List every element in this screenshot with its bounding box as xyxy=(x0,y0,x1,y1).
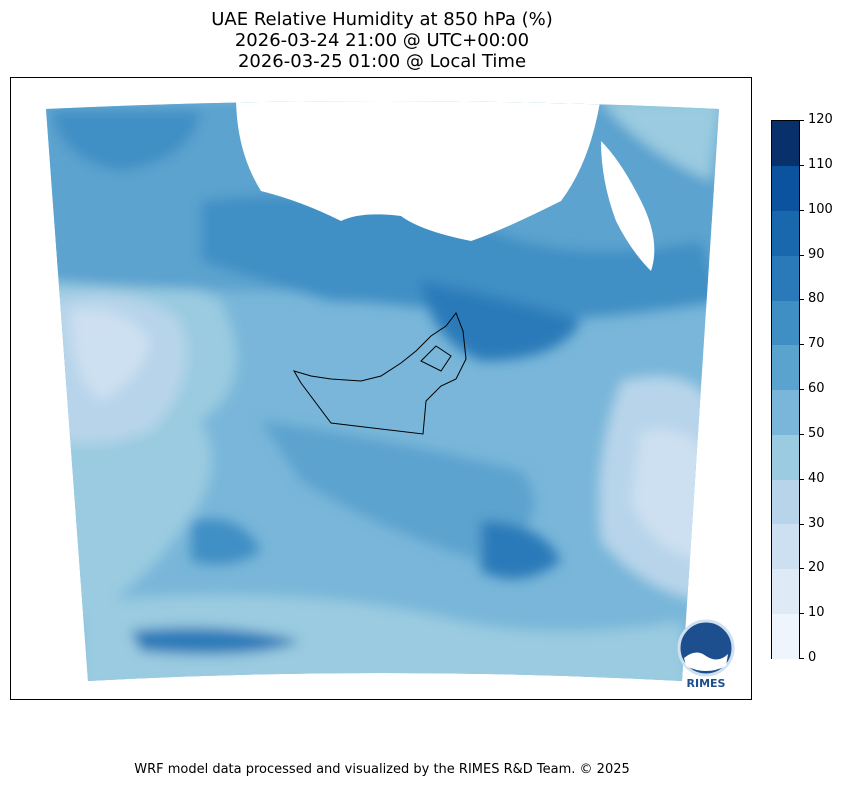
colorbar-bin-50-60 xyxy=(772,389,799,435)
colorbar-tick-mark xyxy=(800,433,804,435)
colorbar-tick-mark xyxy=(800,523,804,525)
colorbar-tick-label: 40 xyxy=(808,470,825,486)
colorbar xyxy=(771,120,800,659)
missing-data-region xyxy=(601,141,655,271)
colorbar-bin-0-10 xyxy=(772,613,799,659)
colorbar-tick-mark xyxy=(800,344,804,346)
colorbar-tick-mark xyxy=(800,209,804,211)
colorbar-tick-mark xyxy=(800,568,804,570)
colorbar-tick-label: 120 xyxy=(808,112,833,127)
footer-credit: WRF model data processed and visualized … xyxy=(134,762,630,777)
map-title: UAE Relative Humidity at 850 hPa (%) xyxy=(211,9,553,30)
colorbar-tick-mark xyxy=(800,658,804,659)
colorbar-bin-20-30 xyxy=(772,523,799,569)
colorbar-tick-mark xyxy=(800,478,804,480)
colorbar-tick-mark xyxy=(800,254,804,256)
colorbar-tick-label: 0 xyxy=(808,650,817,665)
colorbar-tick-label: 90 xyxy=(808,246,825,262)
logo-text: RIMES xyxy=(687,677,726,690)
colorbar-bin-10-20 xyxy=(772,568,799,614)
missing-data-region xyxy=(236,101,601,241)
local-time: 2026-03-25 01:00 @ Local Time xyxy=(237,51,527,72)
humidity-map xyxy=(46,101,719,681)
colorbar-bin-90-100 xyxy=(772,210,799,256)
colorbar-tick-label: 70 xyxy=(808,336,825,352)
colorbar-tick-label: 20 xyxy=(808,560,825,576)
colorbar-tick-label: 10 xyxy=(808,605,825,621)
utc-time: 2026-03-24 21:00 @ UTC+00:00 xyxy=(234,30,530,51)
colorbar-tick-label: 110 xyxy=(808,156,833,172)
rimes-logo: RIMES xyxy=(677,619,735,690)
colorbar-tick-mark xyxy=(800,389,804,390)
colorbar-bin-100-110 xyxy=(772,165,799,211)
colorbar-bin-80-90 xyxy=(772,255,799,301)
colorbar-bin-60-70 xyxy=(772,344,799,390)
colorbar-tick-mark xyxy=(800,164,804,166)
colorbar-bin-70-80 xyxy=(772,300,799,346)
colorbar-bin-110-120 xyxy=(772,121,799,167)
colorbar-tick-mark xyxy=(800,299,804,301)
colorbar-tick-mark xyxy=(800,120,804,121)
map-frame xyxy=(10,77,752,700)
colorbar-tick-label: 60 xyxy=(808,381,825,396)
colorbar-tick-label: 50 xyxy=(808,425,825,441)
colorbar-tick-label: 30 xyxy=(808,515,825,531)
colorbar-tick-mark xyxy=(800,613,804,615)
colorbar-bin-30-40 xyxy=(772,479,799,525)
uae-border xyxy=(292,311,467,435)
colorbar-tick-label: 100 xyxy=(808,201,833,217)
colorbar-bin-40-50 xyxy=(772,434,799,480)
colorbar-tick-label: 80 xyxy=(808,291,825,307)
